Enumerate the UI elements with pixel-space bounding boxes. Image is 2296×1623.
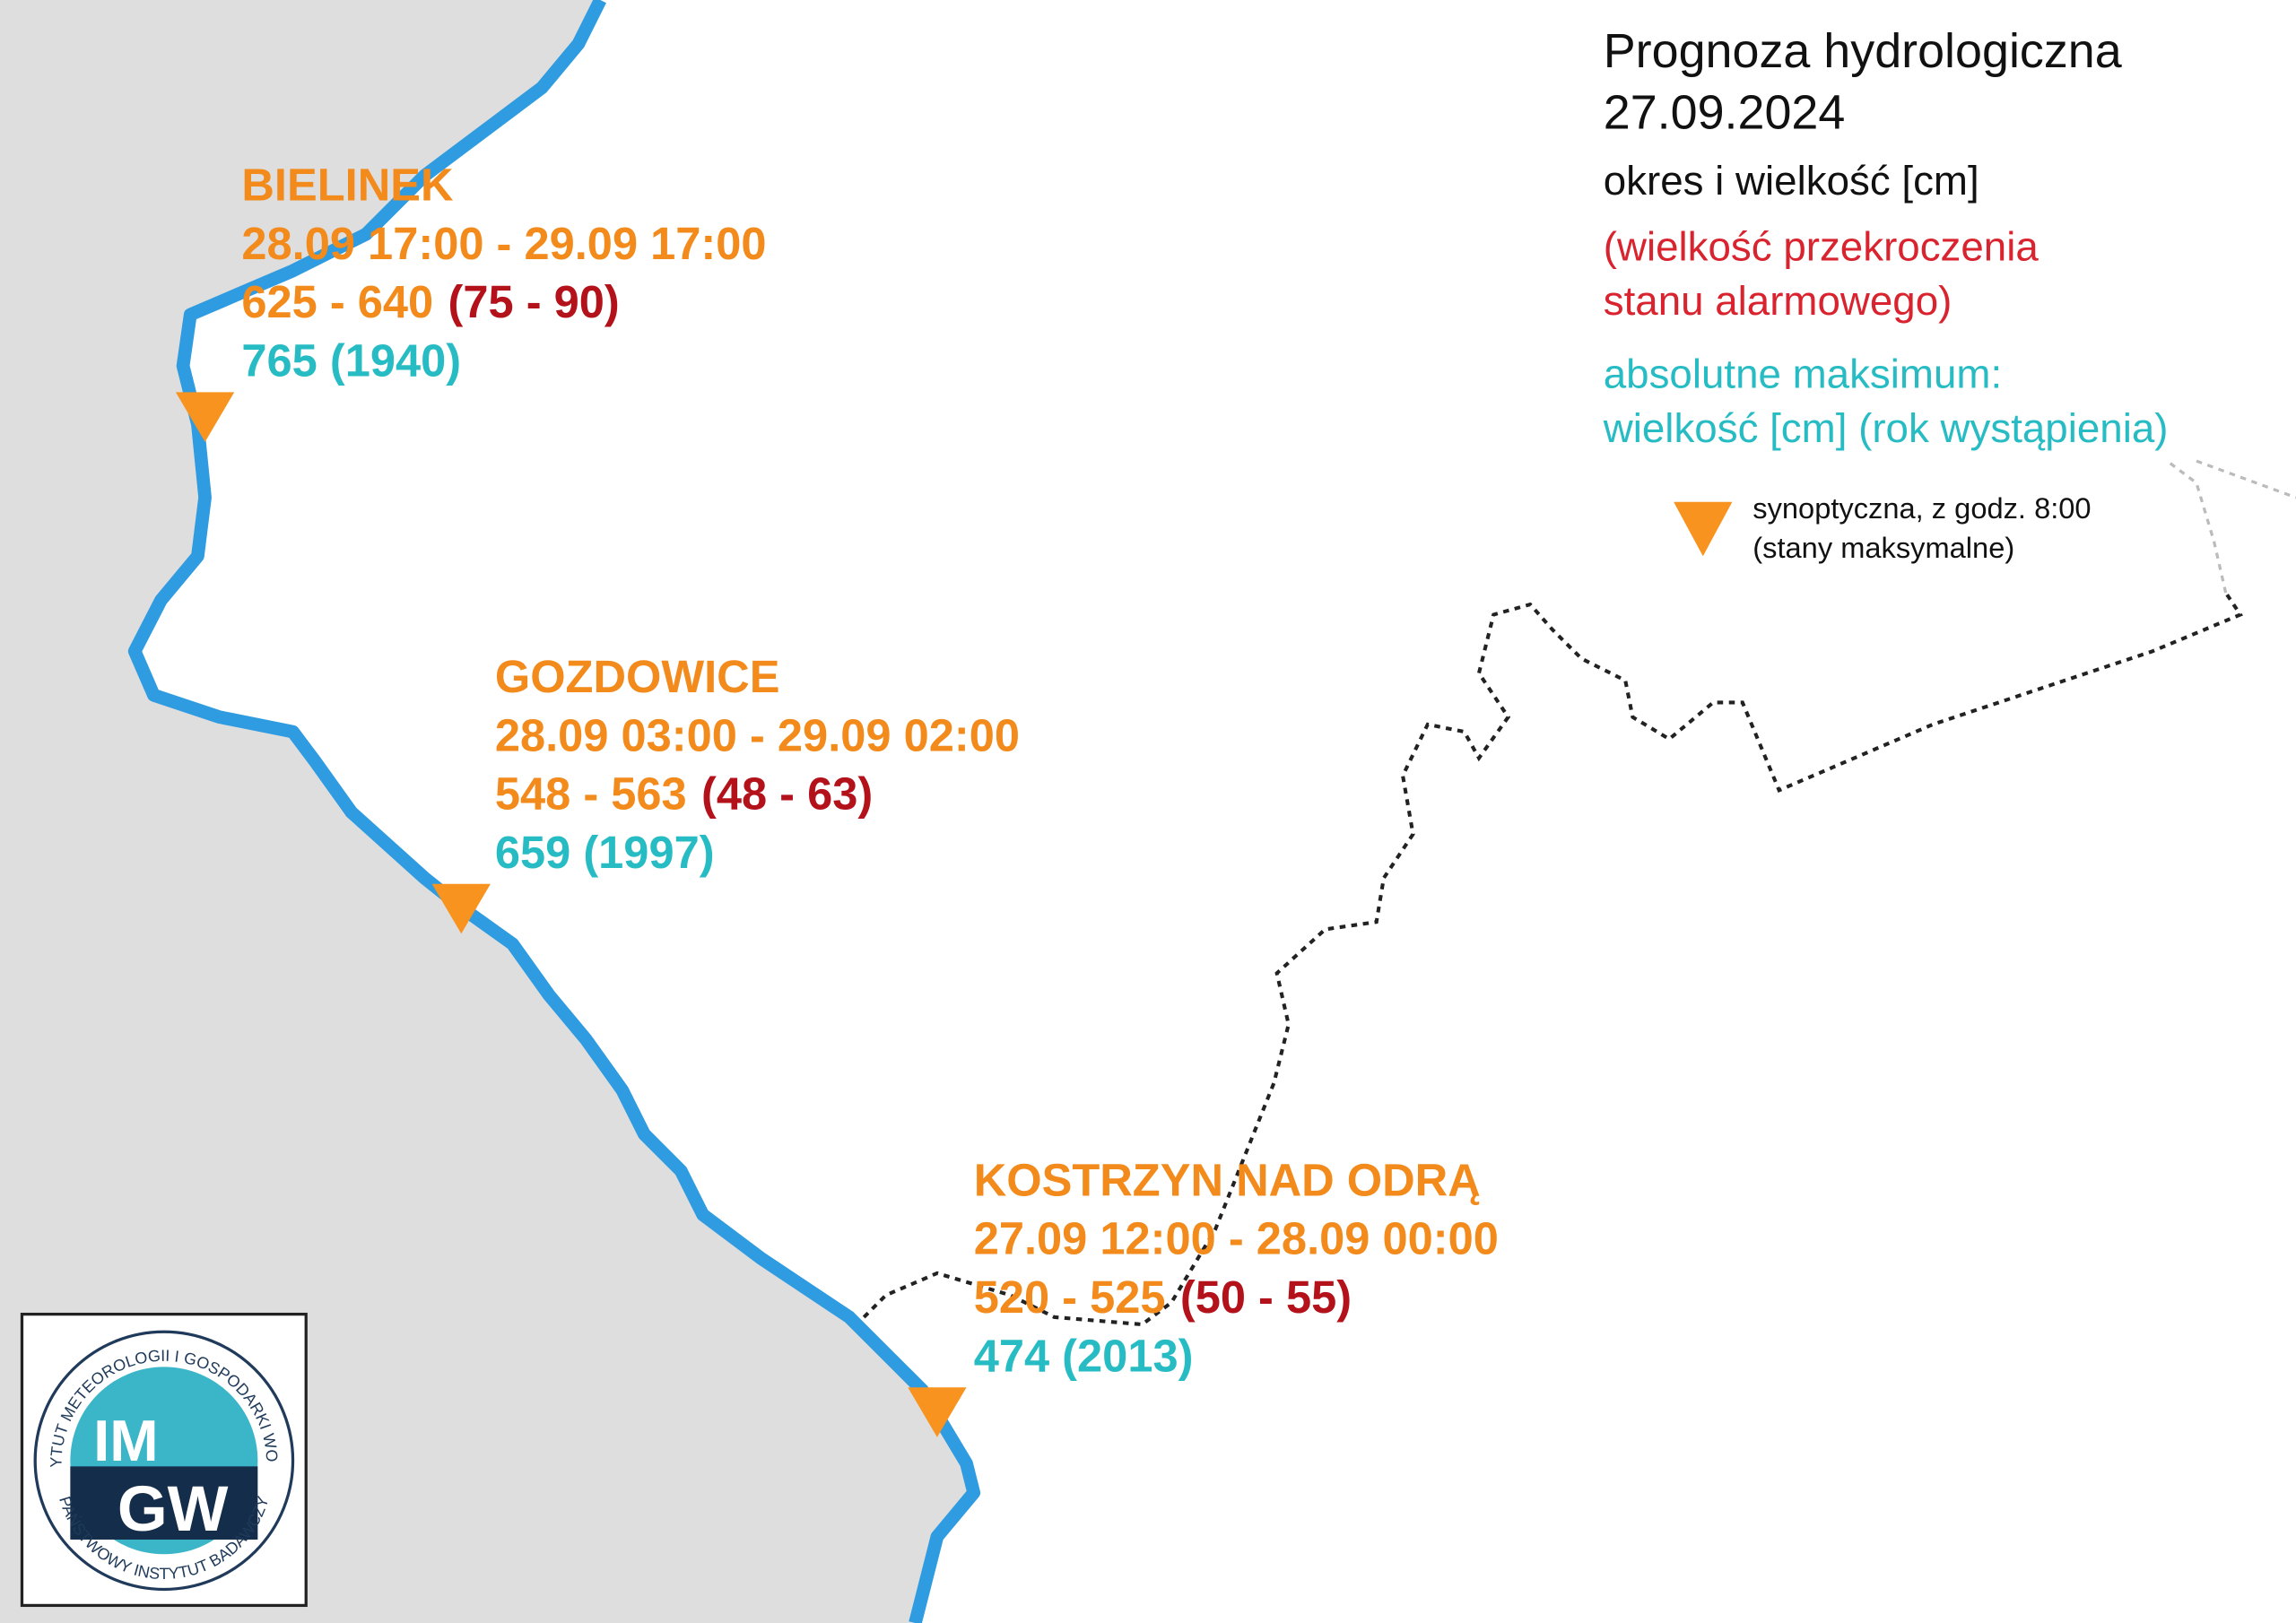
legend-maximum: wielkość [cm] (rok wystąpienia) [1603,405,2169,451]
station-marker [908,1387,967,1437]
logo-bottom: GW [117,1473,229,1545]
legend-excess: stanu alarmowego) [1604,278,1952,324]
legend-symbol-label: (stany maksymalne) [1752,531,2014,564]
station-range: 520 - 525 [974,1271,1166,1323]
station-range: 625 - 640 [241,276,433,327]
border [862,591,2244,1327]
station-forecast: 625 - 640 (75 - 90) [241,276,619,327]
station-period: 27.09 12:00 - 28.09 00:00 [974,1213,1499,1264]
station-maximum: 659 (1997) [495,827,715,878]
legend-date: 27.09.2024 [1604,86,1846,140]
station-name: KOSTRZYN NAD ODRĄ [974,1154,1481,1205]
station-maximum: 765 (1940) [241,334,461,386]
legend-period: okres i wielkość [cm] [1604,158,1979,204]
station-forecast: 548 - 563 (48 - 63) [495,768,873,820]
station-excess: (48 - 63) [701,768,873,820]
border-minor [2166,459,2296,594]
station-period: 28.09 03:00 - 29.09 02:00 [495,709,1020,760]
logo-band [70,1466,258,1540]
station-period: 28.09 17:00 - 29.09 17:00 [241,218,766,269]
logo-top: IM [93,1408,159,1473]
station-name: BIELINEK [241,160,454,211]
station-forecast: 520 - 525 (50 - 55) [974,1271,1352,1323]
station-marker [431,883,491,934]
land-area [0,0,974,1623]
river [127,0,981,1623]
station-range: 548 - 563 [495,768,687,820]
station-excess: (50 - 55) [1180,1271,1352,1323]
station-excess: (75 - 90) [448,276,620,327]
legend-title: Prognoza hydrologiczna [1604,24,2122,78]
legend-symbol [1674,501,1733,557]
station-name: GOZDOWICE [495,651,780,702]
legend-maximum: absolutne maksimum: [1604,352,2002,397]
stations: BIELINEK 28.09 17:00 - 29.09 17:00 625 - 6… [175,160,1499,1437]
legend-symbol-label: synoptyczna, z godz. 8:00 [1752,491,2091,525]
station-marker [175,392,235,442]
station-maximum: 474 (2013) [974,1330,1194,1381]
legend-excess: (wielkość przekroczenia [1604,224,2039,270]
